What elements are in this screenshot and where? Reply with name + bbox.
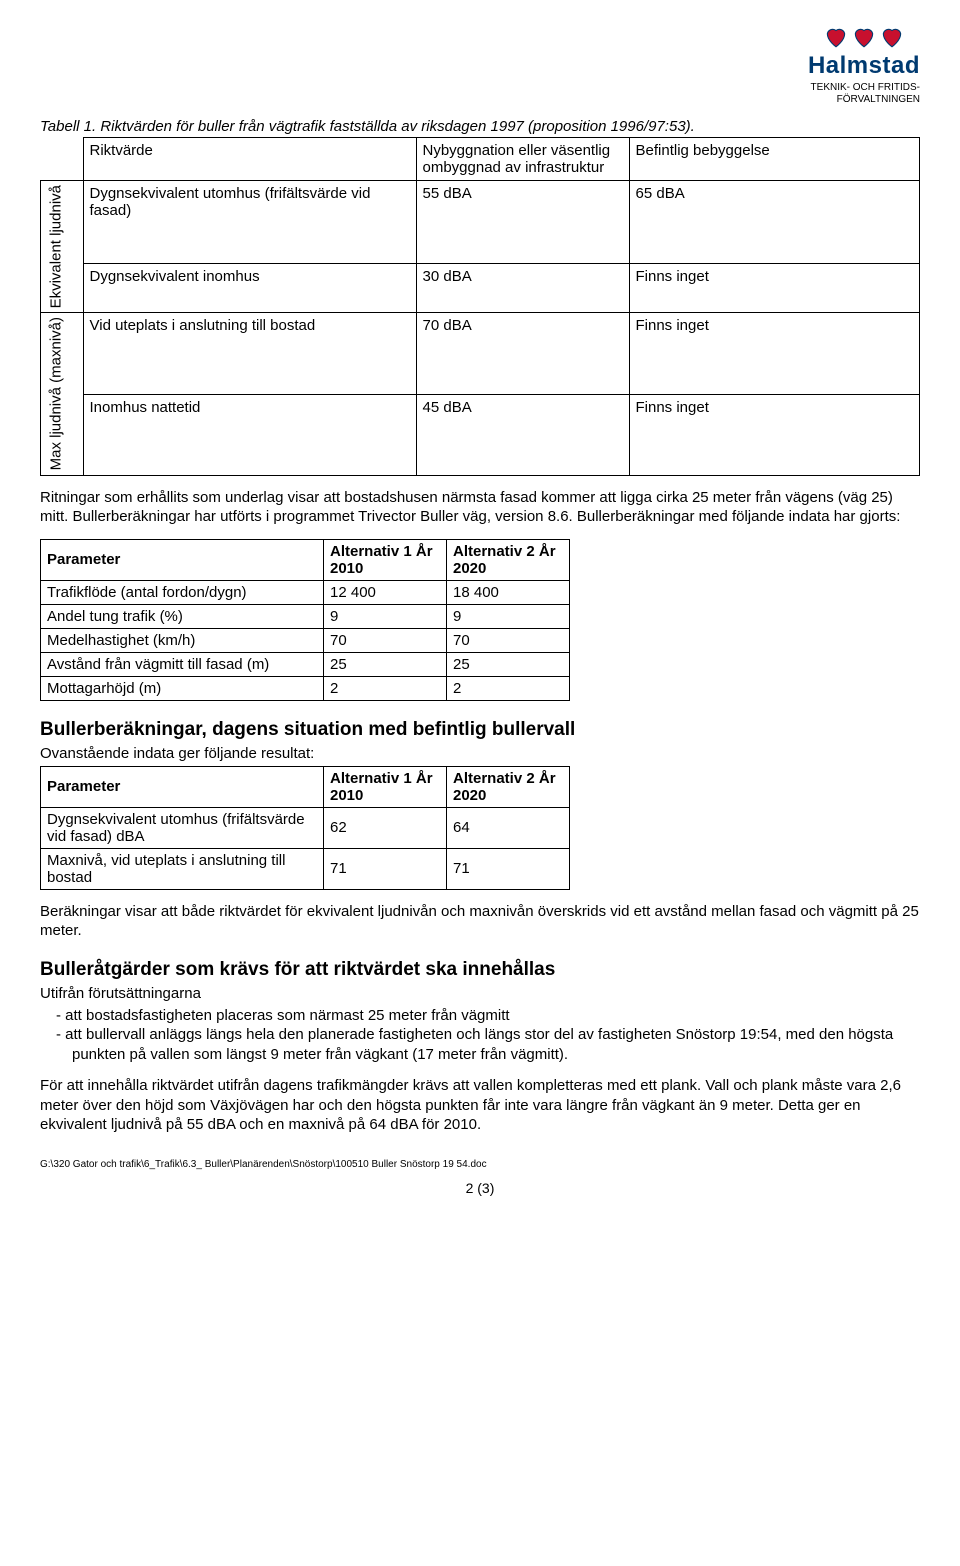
table-header: Nybyggnation eller väsentlig ombyggnad a… <box>416 138 629 181</box>
cell: 71 <box>447 848 570 889</box>
table-row: Parameter Alternativ 1 År 2010 Alternati… <box>41 539 570 580</box>
table-row: Max ljudnivå (maxnivå) Vid uteplats i an… <box>41 313 920 394</box>
cell: Medelhastighet (km/h) <box>41 628 324 652</box>
paragraph: Beräkningar visar att både riktvärdet fö… <box>40 902 920 941</box>
cell: Finns inget <box>629 394 920 475</box>
cell: 2 <box>447 676 570 700</box>
table-row: Ekvivalent ljudnivå Dygnsekvivalent utom… <box>41 181 920 264</box>
section-intro: Utifrån förutsättningarna <box>40 985 920 1002</box>
page-number: 2 (3) <box>40 1180 920 1196</box>
cell: Dygnsekvivalent utomhus (frifältsvärde v… <box>83 181 416 264</box>
table-row: Mottagarhöjd (m)22 <box>41 676 570 700</box>
logo-sub2: FÖRVALTNINGEN <box>837 94 920 105</box>
table1-caption: Tabell 1. Riktvärden för buller från väg… <box>40 118 920 135</box>
table-row: Dygnsekvivalent inomhus 30 dBA Finns ing… <box>41 263 920 313</box>
table-row: Trafikflöde (antal fordon/dygn)12 40018 … <box>41 580 570 604</box>
heart-icon <box>851 24 877 50</box>
table-header: Alternativ 1 År 2010 <box>324 539 447 580</box>
table-header: Alternativ 2 År 2020 <box>447 766 570 807</box>
table-row: Dygnsekvivalent utomhus (frifältsvärde v… <box>41 807 570 848</box>
row-group-label: Ekvivalent ljudnivå <box>41 181 84 313</box>
cell: 71 <box>324 848 447 889</box>
cell: 70 <box>447 628 570 652</box>
table-row: Medelhastighet (km/h)7070 <box>41 628 570 652</box>
cell: 70 dBA <box>416 313 629 394</box>
cell: Mottagarhöjd (m) <box>41 676 324 700</box>
table-row: Maxnivå, vid uteplats i anslutning till … <box>41 848 570 889</box>
cell: Andel tung trafik (%) <box>41 604 324 628</box>
logo-wordmark: Halmstad <box>808 52 920 80</box>
logo-subtitle: TEKNIK- OCH FRITIDS- FÖRVALTNINGEN <box>808 82 920 106</box>
table1: Riktvärde Nybyggnation eller väsentlig o… <box>40 137 920 476</box>
header-line: Alternativ 2 År 2020 <box>453 543 556 577</box>
cell: 9 <box>447 604 570 628</box>
cell: 30 dBA <box>416 263 629 313</box>
table-row: Riktvärde Nybyggnation eller väsentlig o… <box>41 138 920 181</box>
cell: Inomhus nattetid <box>83 394 416 475</box>
table-row: Avstånd från vägmitt till fasad (m)2525 <box>41 652 570 676</box>
cell: Maxnivå, vid uteplats i anslutning till … <box>41 848 324 889</box>
table-row: Inomhus nattetid 45 dBA Finns inget <box>41 394 920 475</box>
list-item: att bostadsfastigheten placeras som närm… <box>72 1006 920 1026</box>
params-table-2: Parameter Alternativ 1 År 2010 Alternati… <box>40 766 570 890</box>
table-header: Befintlig bebyggelse <box>629 138 920 181</box>
heart-icon <box>879 24 905 50</box>
cell: 18 400 <box>447 580 570 604</box>
cell: 12 400 <box>324 580 447 604</box>
cell: 45 dBA <box>416 394 629 475</box>
section-heading: Bulleråtgärder som krävs för att riktvär… <box>40 959 920 981</box>
paragraph: Ritningar som erhållits som underlag vis… <box>40 488 920 527</box>
cell: Dygnsekvivalent utomhus (frifältsvärde v… <box>41 807 324 848</box>
table-header: Parameter <box>41 539 324 580</box>
cell: 65 dBA <box>629 181 920 264</box>
table-header: Parameter <box>41 766 324 807</box>
heart-icon <box>823 24 849 50</box>
table-header: Alternativ 2 År 2020 <box>447 539 570 580</box>
cell: Avstånd från vägmitt till fasad (m) <box>41 652 324 676</box>
cell: Finns inget <box>629 313 920 394</box>
table-row: Andel tung trafik (%)99 <box>41 604 570 628</box>
header-line: Alternativ 1 År 2010 <box>330 543 433 577</box>
cell: 25 <box>324 652 447 676</box>
cell: 25 <box>447 652 570 676</box>
footer-file-path: G:\320 Gator och trafik\6_Trafik\6.3_ Bu… <box>40 1159 920 1170</box>
table-header: Riktvärde <box>83 138 416 181</box>
cell: 70 <box>324 628 447 652</box>
table-header: Alternativ 1 År 2010 <box>324 766 447 807</box>
cell: Vid uteplats i anslutning till bostad <box>83 313 416 394</box>
logo-hearts <box>808 24 920 50</box>
logo-block: Halmstad TEKNIK- OCH FRITIDS- FÖRVALTNIN… <box>808 24 920 106</box>
cell: 64 <box>447 807 570 848</box>
cell: Dygnsekvivalent inomhus <box>83 263 416 313</box>
section-heading: Bullerberäkningar, dagens situation med … <box>40 719 920 741</box>
section-subtitle: Ovanstående indata ger följande resultat… <box>40 745 920 762</box>
cell: 55 dBA <box>416 181 629 264</box>
bullet-list: att bostadsfastigheten placeras som närm… <box>40 1006 920 1065</box>
cell: 62 <box>324 807 447 848</box>
cell: Finns inget <box>629 263 920 313</box>
cell: 2 <box>324 676 447 700</box>
logo-sub1: TEKNIK- OCH FRITIDS- <box>811 82 920 93</box>
table-row: Parameter Alternativ 1 År 2010 Alternati… <box>41 766 570 807</box>
cell: Trafikflöde (antal fordon/dygn) <box>41 580 324 604</box>
row-group-label: Max ljudnivå (maxnivå) <box>41 313 84 475</box>
cell: 9 <box>324 604 447 628</box>
paragraph: För att innehålla riktvärdet utifrån dag… <box>40 1076 920 1135</box>
params-table-1: Parameter Alternativ 1 År 2010 Alternati… <box>40 539 570 701</box>
list-item: att bullervall anläggs längs hela den pl… <box>72 1025 920 1064</box>
page-header: Halmstad TEKNIK- OCH FRITIDS- FÖRVALTNIN… <box>40 24 920 106</box>
